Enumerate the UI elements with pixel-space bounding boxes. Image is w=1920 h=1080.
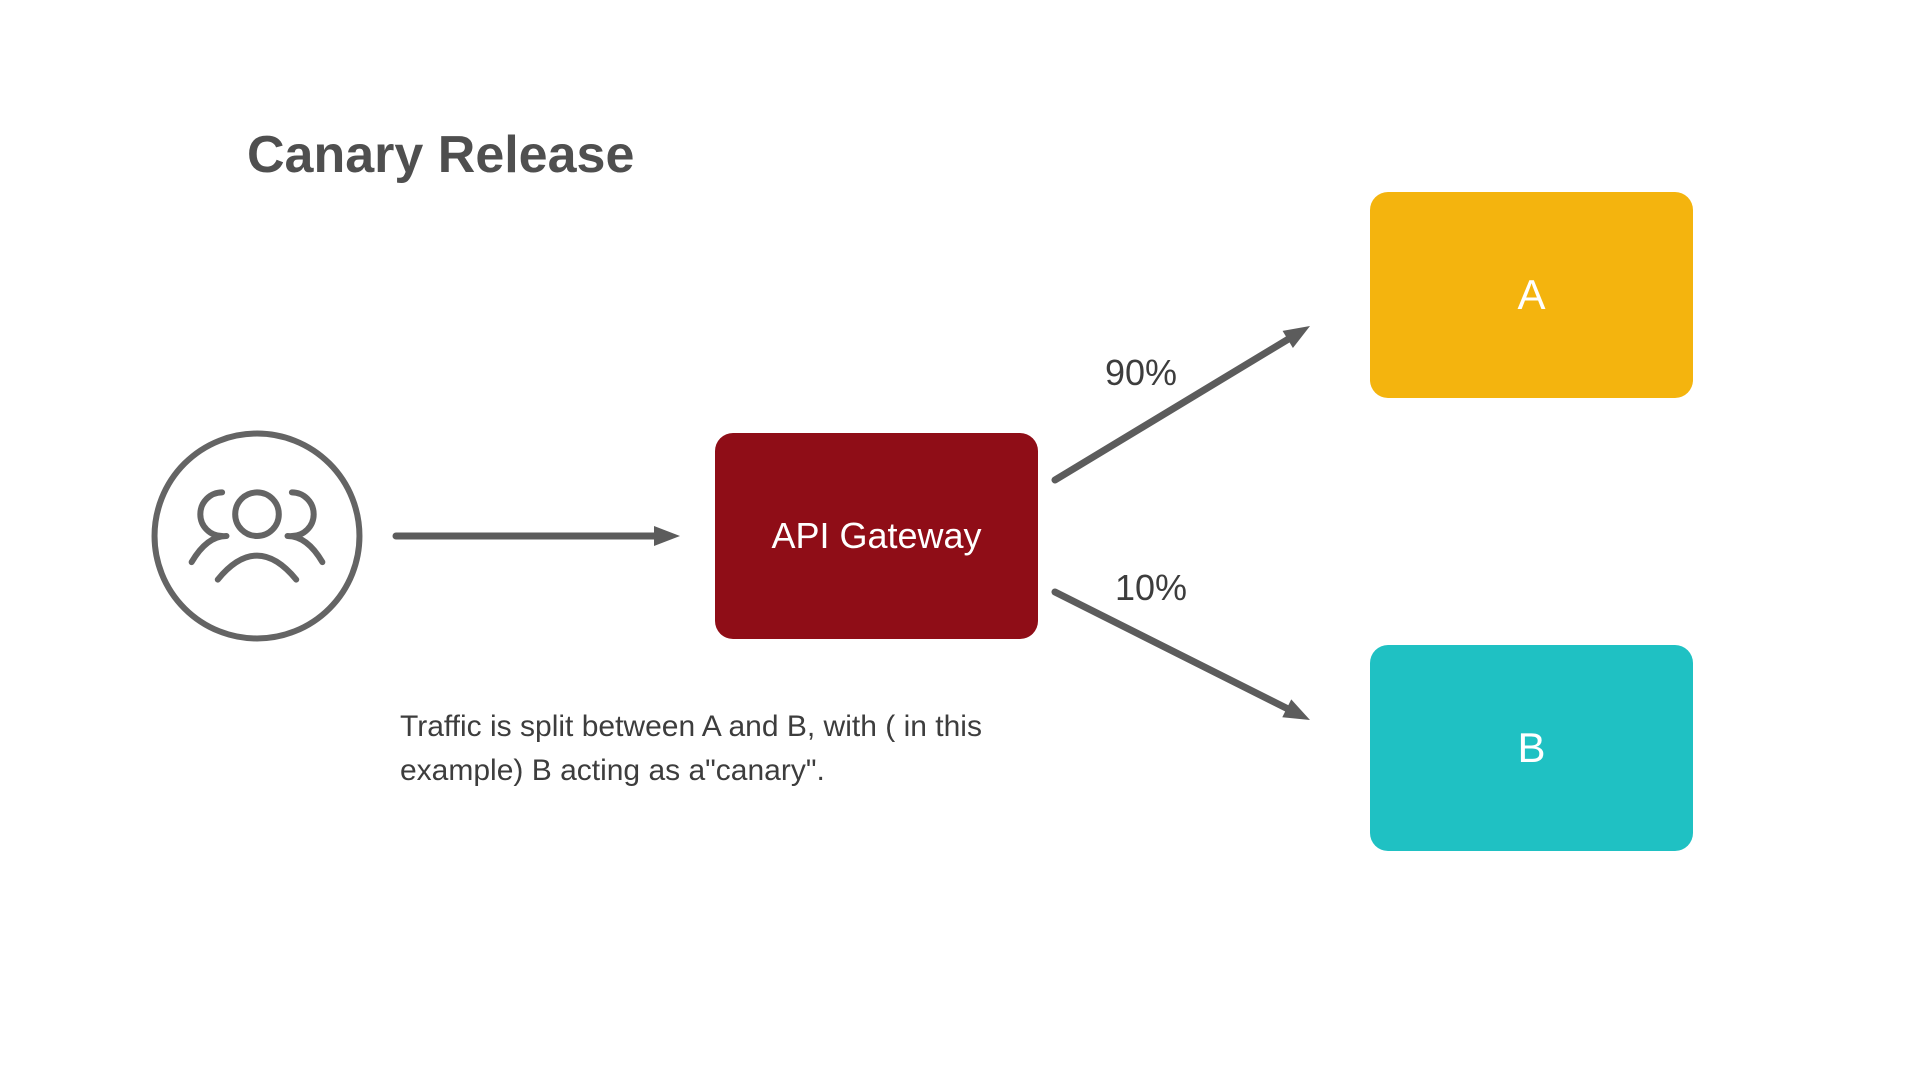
users-icon — [148, 427, 366, 645]
api-gateway-node: API Gateway — [715, 433, 1038, 639]
edge-label-b: 10% — [1115, 567, 1187, 609]
diagram-title: Canary Release — [247, 125, 634, 185]
service-b-node: B — [1370, 645, 1693, 851]
diagram-canvas: Canary Release API Gateway A B 90% 10% T… — [0, 0, 1920, 1080]
edge-label-a: 90% — [1105, 352, 1177, 394]
service-a-node: A — [1370, 192, 1693, 398]
diagram-caption: Traffic is split between A and B, with (… — [400, 705, 1020, 792]
